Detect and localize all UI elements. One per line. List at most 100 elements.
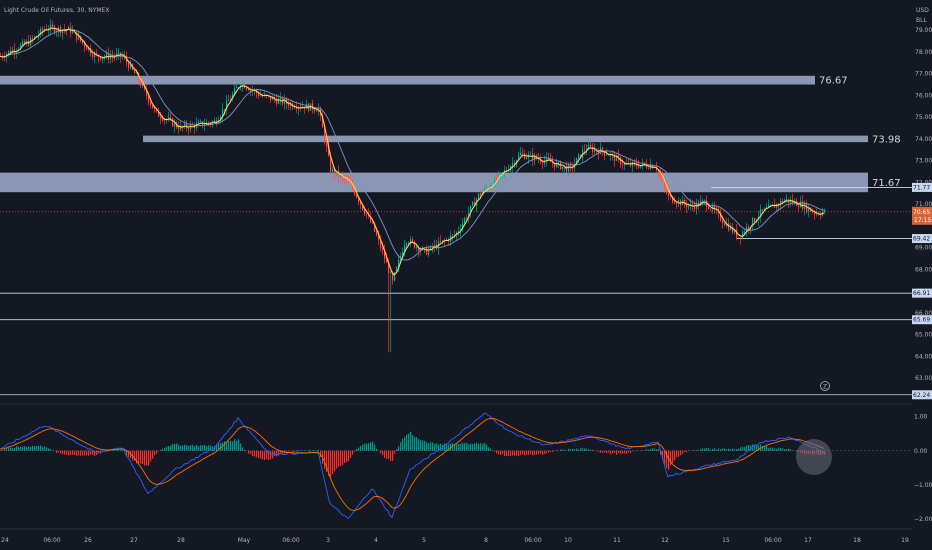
histogram-bar [374,444,376,451]
histogram-bar [606,450,608,454]
currency-label: USD [916,7,929,14]
histogram-bar [204,444,206,451]
macd-axis[interactable]: 1.00 0.00 −1.00 −2.00 [914,414,932,524]
histogram-bar [676,450,678,458]
candle-body [188,128,190,130]
time-tick-9: 5 [422,537,426,544]
time-tick-15: 15 [722,537,730,544]
histogram-bar [642,450,644,451]
candle-body [412,239,414,242]
histogram-bar [380,450,382,454]
histogram-bar [8,447,10,451]
histogram-bar [178,444,180,451]
candle-body [740,237,742,239]
histogram-bar [674,450,676,461]
histogram-bar [48,448,50,451]
candle-body [556,162,558,168]
price-axis[interactable]: 79.00 78.00 77.00 76.00 75.00 74.00 73.00 72.00… [915,27,932,382]
histogram-bar [188,446,190,451]
histogram-bar [458,443,460,451]
histogram-bar [428,443,430,451]
time-tick-11: 06:00 [524,537,541,544]
histogram-bar [434,444,436,451]
histogram-bar [712,448,714,451]
histogram-bar [82,450,84,456]
candle-body [430,245,432,250]
histogram-bar [314,450,316,451]
histogram-bar [608,450,610,453]
candle-body [344,176,346,180]
histogram-bar [40,445,42,451]
histogram-bar [58,450,60,453]
candle-body [480,193,482,196]
histogram-bar [94,450,96,456]
candle-body [110,56,112,60]
candle-body [734,229,736,233]
candle-body [772,204,774,206]
candle-body [454,234,456,236]
candle-body [592,146,594,152]
histogram-bar [512,450,514,456]
time-axis[interactable]: 24 06:00 26 27 28 May 06:00 3 4 5 8 06:00 10 11 12 15 06… [1,537,909,544]
histogram-bar [562,449,564,451]
histogram-bar [78,450,80,456]
histogram-bar [408,433,410,451]
histogram-bar [140,450,142,464]
histogram-bar [350,450,352,458]
histogram-bar [510,450,512,456]
time-tick-1: 06:00 [43,537,60,544]
candle-body [760,209,762,217]
histogram-bar [402,438,404,451]
histogram-bar [444,443,446,451]
zone-2[interactable] [0,172,868,193]
histogram-bar [36,445,38,451]
candle-body [174,122,176,127]
histogram-bar [668,450,670,470]
histogram-bar [272,450,274,459]
candle-body [258,93,260,96]
histogram-bar [432,442,434,451]
candle-body [466,218,468,219]
candle-body [42,28,44,31]
histogram-bar [460,444,462,451]
candle-body [164,119,166,121]
candle-body [230,99,232,101]
zone-1[interactable] [143,135,868,143]
histogram-bar [446,443,448,451]
histogram-bar [734,449,736,451]
histogram-bar [586,448,588,451]
candle-body [316,110,318,112]
histogram-bar [12,447,14,451]
price-tick-3: 76.00 [915,92,932,99]
histogram-bar [198,446,200,451]
histogram-bar [410,431,412,451]
histogram-bar [260,450,262,459]
candle-body [134,69,136,74]
candle-body [366,213,368,215]
time-tick-18: 18 [853,537,861,544]
histogram-bar [80,450,82,456]
histogram-bar [186,444,188,451]
level-tag-label-1: 66.91 [913,290,930,297]
candle-body [790,199,792,203]
histogram-bar [542,450,544,455]
histogram-bar [92,450,94,455]
candle-body [754,218,756,222]
annotation-marker[interactable]: Z [820,381,830,391]
candle-body [50,24,52,30]
histogram-bar [168,446,170,451]
histogram-bar [718,448,720,451]
histogram-bar [672,450,674,463]
histogram-bar [796,450,798,453]
candle-body [398,259,400,267]
zone-0[interactable] [0,75,815,85]
histogram-bar [370,442,372,451]
histogram-bar [696,450,698,451]
histogram-bar [146,450,148,466]
histogram-bar [588,449,590,451]
candle-body [278,99,280,104]
histogram-bar [346,450,348,462]
candle-body [324,127,326,142]
